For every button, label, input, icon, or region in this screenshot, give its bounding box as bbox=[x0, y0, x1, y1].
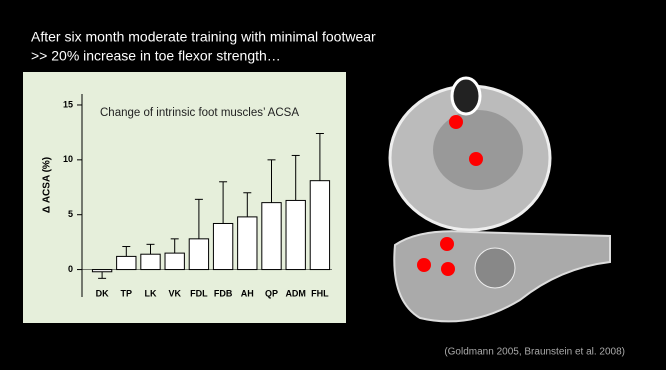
mri-muscle bbox=[433, 110, 523, 190]
mri-bone bbox=[452, 78, 480, 114]
bar bbox=[286, 200, 305, 269]
bar bbox=[262, 203, 281, 270]
slide: After six month moderate training with m… bbox=[0, 0, 666, 370]
y-tick-label: 5 bbox=[68, 209, 73, 219]
marker bbox=[449, 115, 463, 129]
x-tick-label: DK bbox=[96, 288, 109, 298]
y-tick-label: 15 bbox=[63, 99, 73, 109]
bar bbox=[238, 217, 257, 270]
bar bbox=[141, 254, 160, 269]
bar bbox=[213, 223, 232, 269]
x-tick-label: AH bbox=[241, 288, 254, 298]
bar bbox=[165, 253, 184, 269]
x-tick-label: LK bbox=[145, 288, 157, 298]
x-tick-label: FDL bbox=[190, 288, 208, 298]
bar bbox=[92, 270, 111, 272]
heading-line: After six month moderate training with m… bbox=[31, 29, 376, 45]
bar bbox=[117, 256, 136, 269]
marker bbox=[440, 237, 454, 251]
page: After six month moderate training with m… bbox=[0, 0, 666, 370]
y-tick-label: 0 bbox=[68, 264, 73, 274]
y-axis-label: Δ ACSA (%) bbox=[42, 157, 53, 213]
x-tick-label: FHL bbox=[311, 288, 329, 298]
x-tick-label: QP bbox=[265, 288, 278, 298]
bar bbox=[189, 239, 208, 270]
citation: (Goldmann 2005, Braunstein et al. 2008) bbox=[444, 347, 625, 358]
bar bbox=[310, 181, 329, 270]
marker bbox=[469, 152, 483, 166]
y-tick-label: 10 bbox=[63, 154, 73, 164]
x-tick-label: ADM bbox=[285, 288, 306, 298]
x-tick-label: VK bbox=[168, 288, 181, 298]
marker bbox=[441, 262, 455, 276]
marker bbox=[417, 258, 431, 272]
chart-title: Change of intrinsic foot muscles’ ACSA bbox=[100, 107, 299, 119]
x-tick-label: TP bbox=[121, 288, 133, 298]
heading-line: >> 20% increase in toe flexor strength… bbox=[31, 48, 281, 64]
mri-bone bbox=[475, 248, 515, 288]
x-tick-label: FDB bbox=[214, 288, 233, 298]
